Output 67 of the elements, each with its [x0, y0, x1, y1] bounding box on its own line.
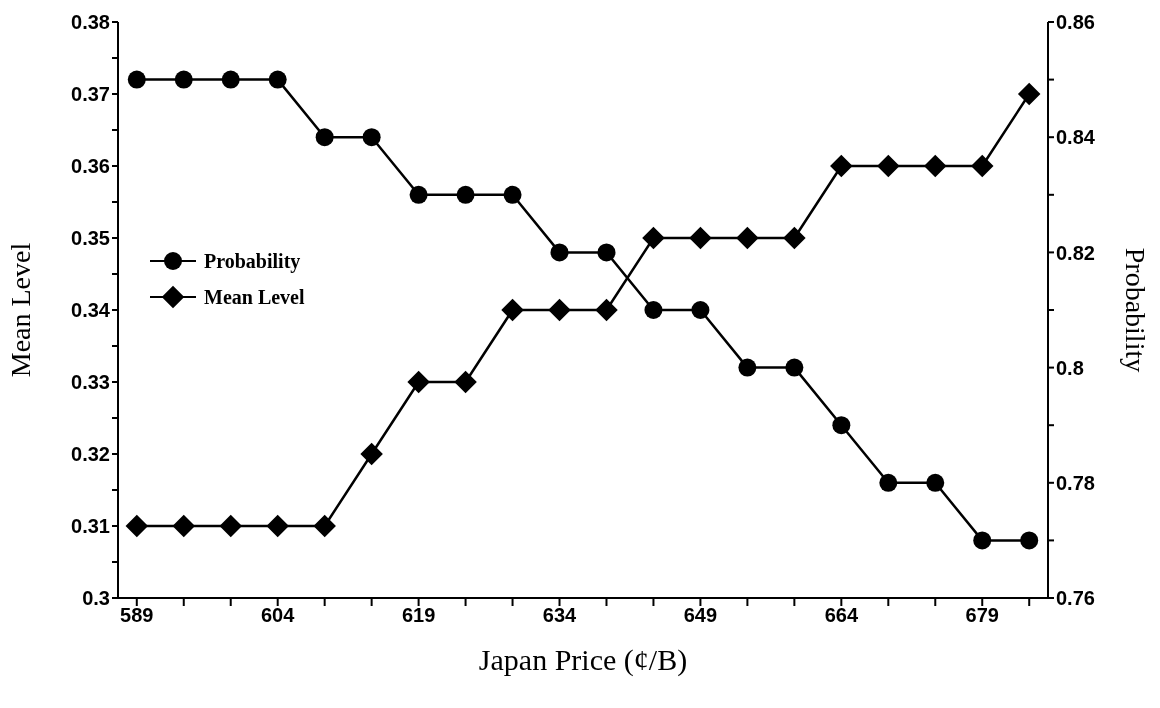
- point: [221, 70, 240, 89]
- y-tick-label: 0.35: [71, 227, 110, 250]
- x-tick-label: 634: [542, 604, 578, 627]
- point: [691, 301, 710, 319]
- x-tick-label: 649: [683, 604, 718, 627]
- point: [1017, 82, 1041, 106]
- point: [360, 442, 383, 466]
- y2-tick-label: 0.8: [1056, 356, 1084, 379]
- y2-tick-label: 0.78: [1056, 471, 1095, 494]
- y-tick-label: 0.37: [71, 83, 110, 106]
- point: [879, 473, 898, 492]
- point: [172, 514, 196, 538]
- y-tick-label: 0.34: [71, 299, 111, 322]
- point: [689, 226, 712, 250]
- point: [127, 70, 146, 89]
- point: [313, 514, 336, 538]
- y2-tick-label: 0.76: [1056, 587, 1095, 610]
- point: [503, 185, 522, 204]
- point: [644, 301, 663, 319]
- point: [738, 358, 757, 377]
- legend-label: Mean Level: [204, 285, 305, 309]
- point: [125, 514, 149, 538]
- y-tick-label: 0.32: [71, 443, 110, 466]
- point: [924, 154, 947, 178]
- point: [501, 298, 524, 322]
- point: [736, 226, 759, 250]
- point: [315, 128, 334, 147]
- x-tick-label: 679: [965, 604, 999, 627]
- point: [877, 154, 900, 178]
- point: [268, 70, 287, 89]
- y2-tick-label: 0.82: [1056, 241, 1095, 264]
- point: [642, 226, 665, 250]
- x-tick-label: 664: [824, 604, 859, 627]
- y-tick-label: 0.33: [71, 371, 110, 394]
- y-tick-label: 0.3: [82, 587, 110, 610]
- x-tick-label: 589: [120, 604, 154, 627]
- point: [973, 531, 992, 550]
- point: [407, 370, 430, 394]
- point: [832, 416, 851, 435]
- point: [970, 154, 994, 178]
- point: [219, 514, 242, 538]
- point: [785, 358, 804, 377]
- point: [597, 243, 616, 262]
- point: [454, 370, 477, 394]
- point: [174, 70, 193, 89]
- point: [266, 514, 289, 538]
- point: [550, 243, 569, 262]
- y2-axis-title: Probability: [1120, 247, 1152, 373]
- x-tick-label: 619: [401, 604, 436, 627]
- point: [830, 154, 853, 178]
- point: [1020, 531, 1039, 550]
- x-axis-title: Japan Price (¢/B): [478, 643, 688, 677]
- point: [595, 298, 618, 322]
- x-tick-label: 604: [261, 604, 296, 627]
- y-tick-label: 0.36: [71, 155, 110, 178]
- point: [409, 185, 428, 204]
- point: [362, 128, 381, 147]
- point: [456, 185, 475, 204]
- point: [548, 298, 571, 322]
- legend-label: Probability: [204, 249, 301, 273]
- y-tick-label: 0.31: [71, 515, 110, 538]
- y2-tick-label: 0.86: [1056, 11, 1095, 34]
- point: [783, 226, 806, 250]
- y-tick-label: 0.38: [71, 11, 110, 34]
- point: [926, 473, 945, 492]
- y-axis-title: Mean Level: [4, 242, 36, 378]
- y2-tick-label: 0.84: [1056, 126, 1096, 149]
